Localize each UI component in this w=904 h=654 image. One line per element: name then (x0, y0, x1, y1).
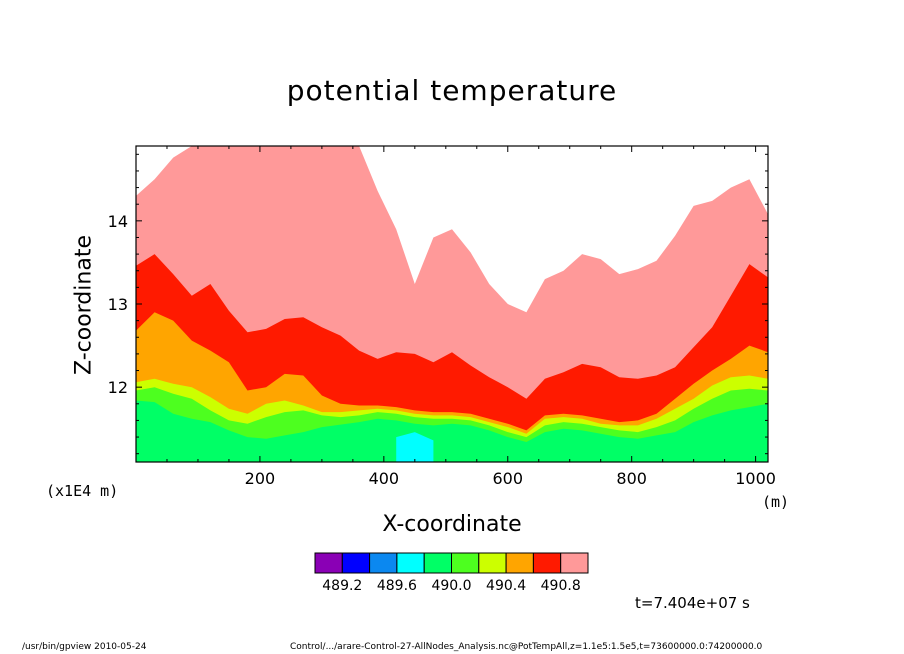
x-tick-label-600: 600 (492, 469, 523, 488)
colorbar-box-8 (532, 552, 562, 574)
colorbar-label-4: 490.8 (541, 578, 581, 594)
colorbar-label-3: 490.4 (486, 578, 526, 594)
contour-band-489.6 (396, 432, 434, 462)
y-axis-ticks: 12 13 14 (108, 153, 768, 455)
x-tick-label-400: 400 (369, 469, 400, 488)
y-tick-label-13: 13 (108, 295, 128, 314)
colorbar-box-2 (369, 552, 398, 574)
colorbar-box-0 (314, 552, 343, 574)
x-axis-unit: (m) (762, 493, 790, 511)
footer-data-source: Control/.../arare-Control-27-AllNodes_An… (290, 642, 763, 652)
colorbar-label-2: 490.0 (431, 578, 471, 594)
y-axis-label: Z-coordinate (71, 235, 97, 375)
colorbar-box-4 (423, 552, 453, 574)
x-axis-scale-note: (x1E4 m) (46, 482, 119, 500)
x-tick-label-800: 800 (616, 469, 647, 488)
colorbar-box-9 (560, 552, 589, 574)
colorbar-label-1: 489.6 (377, 578, 417, 594)
chart-title: potential temperature (286, 74, 618, 107)
y-tick-label-14: 14 (108, 212, 128, 231)
footer-program-date: /usr/bin/gpview 2010-05-24 (22, 642, 147, 652)
colorbar-box-3 (396, 552, 425, 574)
contour-layers (136, 146, 768, 462)
colorbar-box-7 (505, 552, 534, 574)
time-annotation: t=7.404e+07 s (635, 594, 750, 612)
colorbar-label-0: 489.2 (322, 578, 362, 594)
colorbar-box-1 (341, 552, 371, 574)
y-tick-label-12: 12 (108, 378, 128, 397)
contour-band-489.8 (136, 400, 768, 462)
x-tick-label-1000: 1000 (735, 469, 776, 488)
colorbar-box-6 (478, 552, 507, 574)
x-axis-ticks: 200 400 600 800 1000 (166, 146, 776, 488)
colorbar-box-5 (451, 552, 480, 574)
colorbar: 489.2 489.6 490.0 490.4 490.8 (314, 552, 589, 594)
x-tick-label-200: 200 (245, 469, 276, 488)
x-axis-label: X-coordinate (382, 512, 522, 537)
